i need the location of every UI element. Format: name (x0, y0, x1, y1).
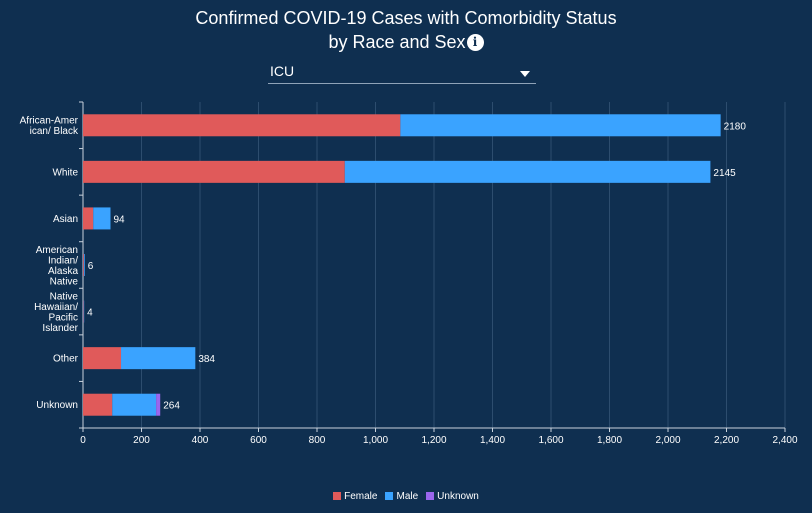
legend-item-female[interactable]: Female (333, 491, 377, 502)
category-label: African-Amer ican/ Black (20, 116, 79, 138)
metric-dropdown-value: ICU (270, 63, 295, 79)
bar-female[interactable] (83, 300, 84, 323)
x-tick-label: 1,400 (480, 435, 505, 446)
category-label: Other (53, 354, 79, 365)
bar-total-label: 384 (198, 354, 215, 365)
legend-label: Female (344, 491, 378, 502)
x-tick-label: 2,200 (714, 435, 739, 446)
chart-title-line-2: by Race and Sex i (0, 30, 812, 54)
x-tick-label: 0 (80, 435, 86, 446)
bar-female[interactable] (83, 347, 122, 370)
legend-label: Unknown (437, 491, 479, 502)
legend-swatch (426, 492, 435, 500)
category-label: Asian (53, 214, 78, 225)
bar-female[interactable] (83, 160, 345, 183)
bar-male[interactable] (83, 300, 85, 323)
legend-item-unknown[interactable]: Unknown (426, 491, 479, 502)
chart-legend: Female Male Unknown (0, 491, 812, 502)
bar-male[interactable] (112, 393, 157, 416)
category-label: Native Hawaiian/Pacific Islander (34, 291, 79, 334)
bar-male[interactable] (93, 207, 111, 230)
bar-female[interactable] (83, 393, 113, 416)
bar-total-label: 94 (113, 214, 125, 225)
bar-total-label: 6 (88, 261, 94, 272)
bar-female[interactable] (83, 254, 84, 276)
bar-male[interactable] (344, 160, 711, 183)
x-tick-label: 1,200 (421, 435, 446, 446)
bar-male[interactable] (83, 254, 85, 276)
category-label: American Indian/Alaska Native (36, 245, 79, 288)
bar-male[interactable] (121, 347, 196, 370)
x-tick-label: 1,600 (538, 435, 563, 446)
x-tick-label: 1,800 (597, 435, 622, 446)
chart-title: Confirmed COVID-19 Cases with Comorbidit… (0, 6, 812, 54)
x-tick-label: 2,400 (772, 435, 797, 446)
bar-male[interactable] (400, 114, 721, 137)
category-label: Unknown (36, 400, 78, 411)
x-tick-label: 800 (309, 435, 326, 446)
bar-total-label: 4 (87, 308, 93, 319)
x-tick-label: 1,000 (363, 435, 388, 446)
legend-swatch (385, 492, 394, 500)
info-icon[interactable]: i (466, 34, 484, 51)
legend-item-male[interactable]: Male (385, 491, 418, 502)
bar-total-label: 2145 (713, 168, 736, 179)
x-tick-label: 200 (133, 435, 150, 446)
bar-total-label: 2180 (724, 121, 747, 132)
metric-dropdown[interactable]: ICU (268, 61, 536, 84)
category-label: White (52, 167, 78, 178)
legend-swatch (333, 492, 342, 500)
chevron-down-icon (520, 71, 530, 77)
legend-label: Male (396, 491, 419, 502)
bar-female[interactable] (83, 114, 401, 137)
chart-title-line-1: Confirmed COVID-19 Cases with Comorbidit… (195, 8, 617, 28)
x-tick-label: 400 (192, 435, 209, 446)
x-tick-label: 2,000 (655, 435, 680, 446)
x-tick-label: 600 (250, 435, 267, 446)
bar-female[interactable] (83, 207, 94, 230)
bar-total-label: 264 (163, 401, 180, 412)
bar-unknown[interactable] (156, 393, 161, 416)
chart-title-line-2-text: by Race and Sex (328, 32, 466, 52)
